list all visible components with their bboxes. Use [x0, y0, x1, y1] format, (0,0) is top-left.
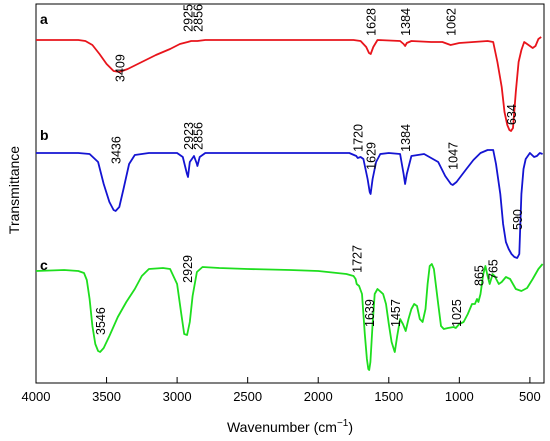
- series-line-a: [36, 36, 542, 132]
- peak-label: 1628: [365, 8, 379, 36]
- x-tick-label: 2000: [304, 389, 333, 404]
- series-letter-a: a: [40, 11, 48, 27]
- peak-label: 2923: [182, 122, 196, 150]
- plot-border: [35, 3, 545, 384]
- x-tick-label: 2500: [233, 389, 262, 404]
- series-layer: a b c: [35, 11, 544, 371]
- peak-label: 590: [511, 209, 525, 230]
- peak-label: 1720: [352, 124, 366, 152]
- series-letter-c: c: [40, 257, 48, 273]
- peak-label: 3436: [110, 136, 124, 164]
- x-tick-label: 500: [519, 389, 541, 404]
- peak-label: 3409: [113, 54, 127, 82]
- peak-label: 2929: [181, 255, 195, 283]
- peak-label: 1062: [445, 8, 459, 36]
- peak-label: 3546: [94, 307, 108, 335]
- peak-label: 1384: [399, 8, 413, 36]
- peak-label: 2856: [191, 4, 205, 32]
- peak-label: 634: [505, 104, 519, 125]
- x-axis-ticks: 4000 3500 3000 2500 2000 1500 1000 500: [22, 377, 541, 404]
- peak-label: 2856: [191, 122, 205, 150]
- peak-label: 1727: [351, 245, 365, 273]
- x-axis-title-end: ): [348, 419, 353, 435]
- peak-label: 1025: [450, 299, 464, 327]
- x-tick-label: 3500: [92, 389, 121, 404]
- peak-label: 1629: [365, 142, 379, 170]
- plot-frame: [35, 3, 545, 384]
- series-line-c: [35, 263, 544, 371]
- x-axis-title-superscript: −1: [337, 418, 349, 429]
- peak-label: 765: [487, 259, 501, 280]
- series-line-b: [36, 149, 543, 259]
- series-letter-b: b: [40, 127, 49, 143]
- x-tick-label: 1000: [445, 389, 474, 404]
- peak-label: 1457: [389, 299, 403, 327]
- peak-label: 2925: [182, 4, 196, 32]
- peak-label: 1384: [399, 124, 413, 152]
- peak-label: 865: [472, 265, 486, 286]
- y-axis-title: Transmittance: [6, 146, 22, 234]
- peak-label: 1047: [447, 142, 461, 170]
- x-tick-label: 3000: [163, 389, 192, 404]
- x-tick-label: 1500: [374, 389, 403, 404]
- peak-label: 1639: [363, 299, 377, 327]
- x-tick-label: 4000: [22, 389, 51, 404]
- x-axis-title: Wavenumber (cm−1): [227, 418, 353, 435]
